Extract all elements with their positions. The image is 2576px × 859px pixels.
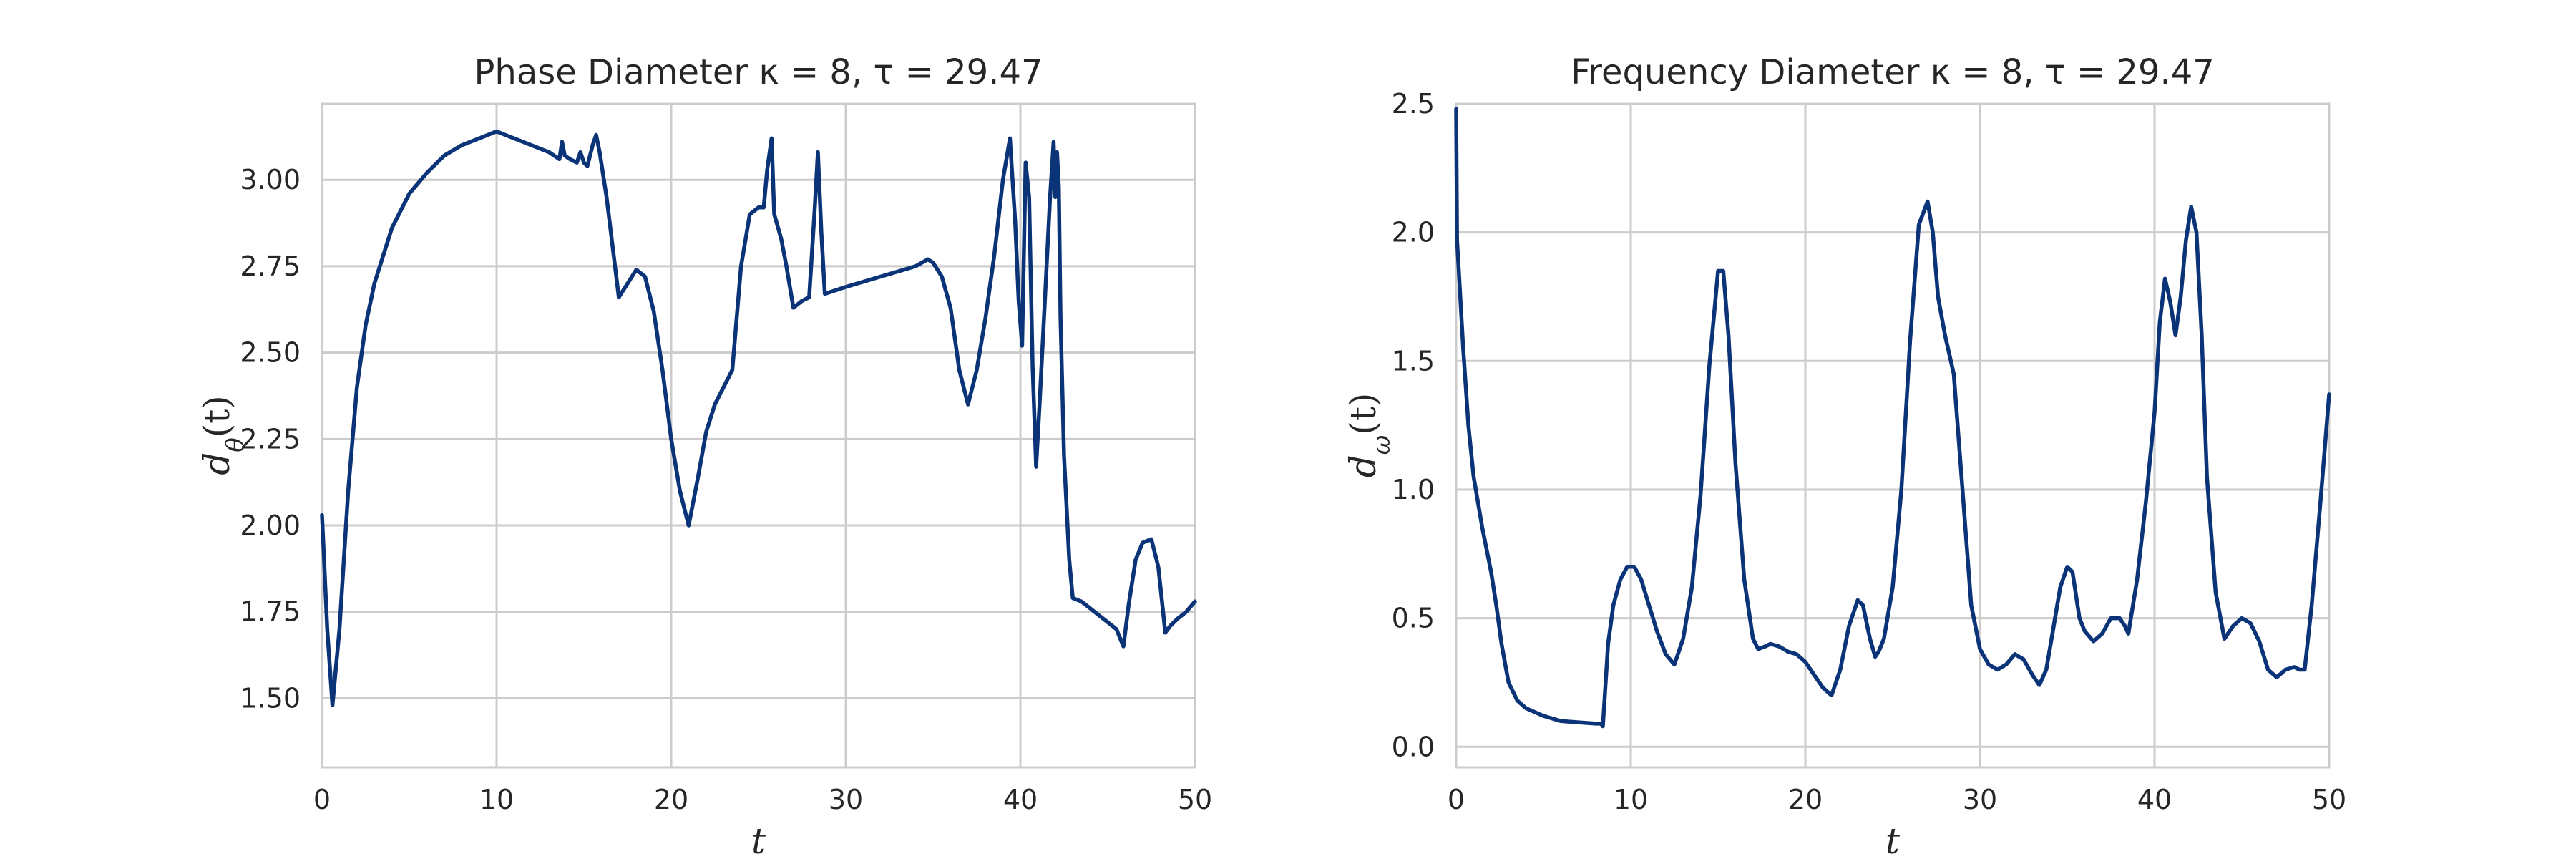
phase-y-tick-label: 3.00	[240, 164, 301, 195]
phase-y-label-tail: (t)	[196, 395, 238, 437]
phase-x-tick-label: 40	[1003, 784, 1038, 815]
frequency-plot-frame	[1455, 102, 2331, 769]
frequency-y-tick-labels: 0.0 0.5 1.0 1.5 2.0 2.5	[1392, 88, 1435, 762]
frequency-y-tick-label: 0.5	[1392, 603, 1435, 634]
phase-y-tick-label: 1.75	[240, 596, 301, 628]
frequency-y-label-sub: ω	[1367, 435, 1396, 455]
phase-y-axis-label: dθ(t)	[196, 395, 250, 475]
phase-x-tick-label: 0	[313, 784, 331, 815]
frequency-x-tick-label: 40	[2137, 784, 2172, 815]
phase-x-tick-label: 50	[1178, 784, 1212, 815]
phase-y-tick-label: 2.75	[240, 251, 301, 282]
phase-chart-title: Phase Diameter κ = 8, τ = 29.47	[474, 52, 1043, 92]
frequency-diameter-line	[1454, 107, 2331, 729]
frequency-y-tick-label: 1.0	[1392, 474, 1435, 505]
frequency-y-label-tail: (t)	[1342, 393, 1384, 435]
phase-x-tick-label: 10	[479, 784, 514, 815]
phase-x-tick-label: 30	[829, 784, 863, 815]
phase-x-axis-label: t	[751, 820, 766, 859]
frequency-x-tick-label: 50	[2312, 784, 2346, 815]
phase-y-label-main: d	[196, 452, 238, 475]
phase-x-tick-label: 20	[654, 784, 688, 815]
frequency-y-tick-label: 2.0	[1392, 217, 1435, 248]
phase-y-tick-labels: 1.50 1.75 2.00 2.25 2.50 2.75 3.00	[240, 164, 301, 714]
phase-diameter-panel: 0 10 20 30 40 50 1.50 1.75 2.00 2.25 2.50 2.75 3.00…	[196, 52, 1212, 859]
phase-y-tick-label: 1.50	[240, 682, 301, 714]
frequency-x-tick-label: 10	[1614, 784, 1648, 815]
phase-y-tick-label: 2.25	[240, 423, 301, 455]
frequency-y-tick-label: 0.0	[1392, 731, 1435, 762]
frequency-x-tick-label: 0	[1448, 784, 1465, 815]
frequency-y-tick-label: 1.5	[1392, 345, 1435, 377]
phase-y-tick-label: 2.00	[240, 510, 301, 541]
frequency-y-tick-label: 2.5	[1392, 88, 1435, 120]
frequency-x-axis-label: t	[1885, 820, 1901, 859]
frequency-chart-title: Frequency Diameter κ = 8, τ = 29.47	[1571, 52, 2215, 92]
frequency-y-label-main: d	[1342, 455, 1384, 477]
frequency-x-tick-label: 20	[1788, 784, 1823, 815]
phase-y-tick-label: 2.50	[240, 337, 301, 369]
frequency-y-axis-label: dω(t)	[1342, 393, 1396, 478]
frequency-x-tick-label: 30	[1963, 784, 1997, 815]
frequency-diameter-panel: 0 10 20 30 40 50 0.0 0.5 1.0 1.5 2.0 2.5 Frequency…	[1342, 52, 2346, 859]
phase-x-tick-labels: 0 10 20 30 40 50	[313, 784, 1212, 815]
phase-y-label-sub: θ	[221, 437, 250, 452]
phase-plot-frame	[321, 102, 1196, 769]
frequency-x-tick-labels: 0 10 20 30 40 50	[1448, 784, 2346, 815]
phase-diameter-line	[320, 129, 1197, 707]
